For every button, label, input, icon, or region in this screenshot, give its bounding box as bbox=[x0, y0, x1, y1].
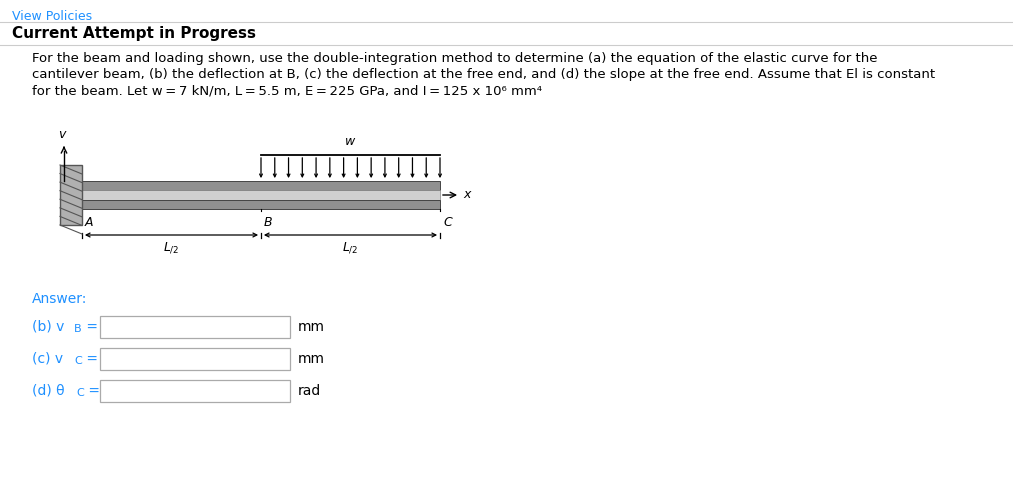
Text: mm: mm bbox=[298, 320, 325, 334]
Text: B: B bbox=[74, 324, 82, 334]
Text: (d) θ: (d) θ bbox=[32, 384, 65, 398]
Text: =: = bbox=[82, 352, 98, 366]
Text: Current Attempt in Progress: Current Attempt in Progress bbox=[12, 26, 256, 41]
Bar bbox=[60, 165, 82, 225]
Text: C: C bbox=[74, 356, 82, 366]
Text: cantilever beam, (b) the deflection at B, (c) the deflection at the free end, an: cantilever beam, (b) the deflection at B… bbox=[32, 68, 935, 81]
Text: for the beam. Let w = 7 kN/m, L = 5.5 m, E = 225 GPa, and I = 125 x 10⁶ mm⁴: for the beam. Let w = 7 kN/m, L = 5.5 m,… bbox=[32, 84, 542, 97]
Bar bbox=[82, 190, 440, 200]
Bar bbox=[82, 181, 440, 190]
Text: $L_{/2}$: $L_{/2}$ bbox=[163, 240, 179, 254]
Text: =: = bbox=[82, 320, 98, 334]
Bar bbox=[82, 200, 440, 209]
Text: For the beam and loading shown, use the double-integration method to determine (: For the beam and loading shown, use the … bbox=[32, 52, 877, 65]
Bar bbox=[100, 380, 290, 402]
Text: (b) v: (b) v bbox=[32, 320, 65, 334]
Bar bbox=[100, 316, 290, 338]
Text: x: x bbox=[463, 188, 470, 201]
Text: rad: rad bbox=[298, 384, 321, 398]
Text: Answer:: Answer: bbox=[32, 292, 87, 306]
Text: (c) v: (c) v bbox=[32, 352, 63, 366]
Text: A: A bbox=[85, 216, 93, 229]
Text: =: = bbox=[84, 384, 100, 398]
Text: View Policies: View Policies bbox=[12, 10, 92, 23]
Text: C: C bbox=[76, 388, 84, 398]
Text: $L_{/2}$: $L_{/2}$ bbox=[342, 240, 359, 254]
Text: w: w bbox=[345, 135, 356, 148]
Text: C: C bbox=[443, 216, 452, 229]
Bar bbox=[100, 348, 290, 370]
Text: B: B bbox=[264, 216, 272, 229]
Text: v: v bbox=[59, 128, 66, 141]
Text: mm: mm bbox=[298, 352, 325, 366]
